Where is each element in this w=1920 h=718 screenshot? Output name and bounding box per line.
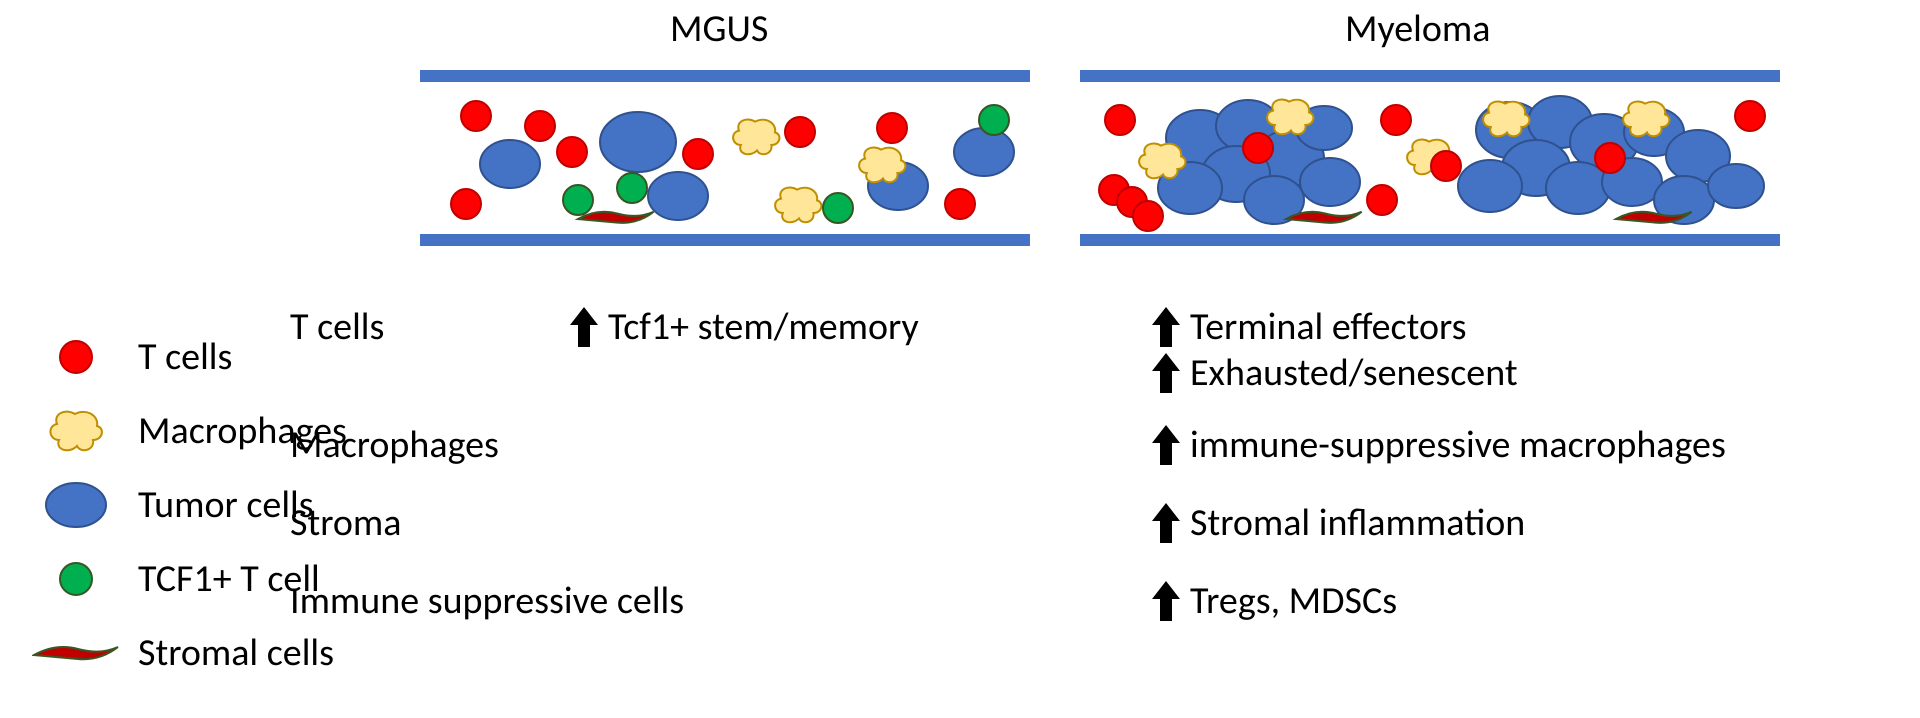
data-line: Terminal effectors [1152,304,1726,350]
mgus-vessel [420,70,1030,246]
tcf-icon [32,549,120,609]
data-line: Tcf1+ stem/memory [570,304,919,350]
up-arrow-icon [1152,353,1180,393]
macrophage-icon [32,401,120,461]
data-text: Tcf1+ stem/memory [608,304,919,350]
mgus-cells-svg [420,82,1030,234]
legend-label-tumor: Tumor cells [138,482,314,528]
vessel-border-top [420,70,1030,82]
up-arrow-icon [570,307,598,347]
data-row-macrophages: immune-suppressive macrophages [1152,414,1726,492]
legend-label-tcell: T cells [138,334,232,380]
data-line: Exhausted/senescent [1152,350,1726,396]
up-arrow-icon [1152,503,1180,543]
up-arrow-icon [1152,581,1180,621]
data-line: Stromal inflammation [1152,500,1726,546]
tumor-icon [32,475,120,535]
data-row-stroma: Stromal inflammation [1152,492,1726,570]
up-arrow-icon [1152,425,1180,465]
stromal-icon [32,623,120,683]
data-text: Tregs, MDSCs [1190,578,1397,624]
data-text: Terminal effectors [1190,304,1466,350]
data-row-immunesuppressive [570,570,919,648]
data-text: Exhausted/senescent [1190,350,1518,396]
myeloma-vessel [1080,70,1780,246]
data-line: immune-suppressive macrophages [1152,422,1726,468]
vessel-border-bottom [1080,234,1780,246]
up-arrow-icon [1152,307,1180,347]
tcell-icon [32,327,120,387]
data-row-immunesuppressive: Tregs, MDSCs [1152,570,1726,648]
figure-root: MGUS Myeloma T cells Macrophages [0,0,1920,718]
myeloma-cells-svg [1080,82,1780,234]
data-text: immune-suppressive macrophages [1190,422,1726,468]
data-row-stroma [570,492,919,570]
column-mgus: Tcf1+ stem/memory [570,296,919,648]
title-mgus: MGUS [670,6,768,52]
column-myeloma: Terminal effectors Exhausted/senescent i… [1152,296,1726,648]
vessel-border-top [1080,70,1780,82]
data-row-tcells: Terminal effectors Exhausted/senescent [1152,296,1726,414]
vessel-border-bottom [420,234,1030,246]
data-row-macrophages [570,414,919,492]
data-text: Stromal inflammation [1190,500,1525,546]
title-myeloma: Myeloma [1345,6,1490,52]
data-row-tcells: Tcf1+ stem/memory [570,296,919,414]
data-line: Tregs, MDSCs [1152,578,1726,624]
